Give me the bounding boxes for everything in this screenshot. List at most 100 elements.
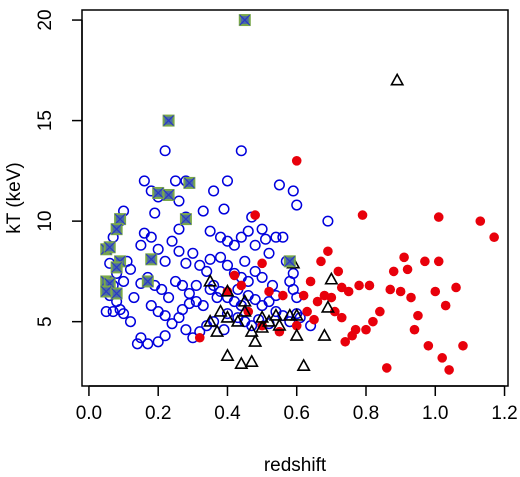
data-point-filled-circle	[433, 212, 444, 222]
data-point-open-triangle	[320, 299, 335, 313]
data-point-open-circle	[263, 247, 275, 259]
data-point-filled-circle	[312, 296, 323, 307]
data-point-filled-circle	[333, 266, 344, 277]
data-point-filled-circle	[357, 210, 368, 220]
data-point-crossed-square	[183, 176, 196, 189]
data-point-open-circle	[107, 306, 119, 318]
data-point-filled-circle	[343, 286, 354, 297]
data-point-filled-circle	[402, 264, 413, 275]
data-point-filled-circle	[440, 300, 451, 311]
y-tick-label: 10	[35, 211, 56, 232]
data-point-open-circle	[145, 300, 157, 312]
data-point-filled-circle	[381, 363, 392, 373]
x-tick-label: 0.8	[353, 403, 379, 424]
data-point-open-circle	[263, 296, 275, 308]
data-point-open-circle	[152, 336, 164, 348]
x-axis-label: redshift	[264, 455, 327, 476]
data-point-crossed-square	[110, 261, 123, 274]
data-point-filled-circle	[305, 276, 316, 287]
data-point-open-circle	[173, 245, 185, 257]
data-point-open-circle	[166, 318, 178, 330]
data-point-filled-circle	[406, 292, 416, 303]
x-tick-label: 0.4	[214, 403, 241, 424]
data-point-crossed-square	[103, 241, 116, 254]
data-point-filled-circle	[316, 256, 326, 267]
data-point-open-circle	[131, 338, 143, 350]
data-point-crossed-square	[238, 14, 251, 27]
data-point-open-circle	[135, 332, 147, 344]
data-point-open-circle	[149, 207, 161, 219]
data-point-open-circle	[163, 291, 175, 304]
data-point-filled-circle	[420, 256, 430, 267]
data-point-filled-circle	[250, 210, 260, 220]
data-point-filled-circle	[385, 284, 396, 295]
data-point-filled-circle	[375, 306, 385, 317]
data-point-open-triangle	[255, 309, 270, 323]
data-point-open-triangle	[390, 72, 405, 86]
data-point-open-triangle	[268, 307, 284, 321]
data-point-open-triangle	[296, 358, 311, 372]
data-point-filled-circle	[336, 282, 347, 293]
data-point-filled-circle	[336, 312, 347, 323]
data-point-open-circle	[197, 205, 209, 217]
data-point-filled-circle	[194, 332, 205, 343]
data-point-crossed-square	[110, 223, 123, 236]
data-point-open-triangle	[203, 273, 218, 287]
data-point-open-triangle	[210, 324, 225, 337]
data-point-filled-circle	[451, 282, 461, 293]
data-point-filled-circle	[489, 232, 499, 243]
data-point-open-triangle	[289, 328, 304, 341]
data-point-crossed-square	[110, 287, 123, 300]
data-point-open-circle	[221, 259, 234, 271]
data-point-open-circle	[194, 259, 206, 271]
data-point-open-circle	[159, 255, 171, 267]
data-point-crossed-square	[152, 186, 165, 199]
data-point-open-circle	[322, 215, 334, 227]
data-point-filled-circle	[368, 316, 378, 327]
data-point-filled-circle	[278, 290, 288, 301]
data-point-filled-circle	[309, 314, 319, 325]
data-point-open-triangle	[220, 348, 235, 361]
data-point-open-triangle	[234, 356, 249, 370]
data-point-open-circle	[159, 145, 171, 157]
data-point-open-triangle	[220, 309, 235, 323]
data-point-open-triangle	[230, 314, 245, 327]
data-point-crossed-square	[162, 114, 175, 127]
data-point-open-triangle	[324, 271, 339, 285]
x-tick-label: 0.0	[76, 403, 102, 424]
data-point-open-triangle	[203, 314, 218, 327]
data-point-open-circle	[277, 231, 289, 243]
data-point-filled-circle	[229, 270, 240, 281]
x-tick-label: 1.2	[491, 403, 517, 424]
x-axis: 0.0 0.2 0.4 0.6 0.8 1.0 1.2	[76, 385, 518, 424]
y-tick-label: 20	[35, 9, 56, 30]
data-point-open-circle	[166, 235, 178, 247]
data-point-filled-circle	[430, 286, 441, 297]
data-point-filled-circle	[423, 340, 434, 351]
data-point-filled-circle	[257, 258, 267, 269]
data-point-filled-circle	[361, 324, 371, 335]
data-point-open-circle	[208, 185, 220, 197]
data-point-filled-circle	[291, 156, 302, 166]
data-point-open-circle	[176, 279, 188, 292]
data-point-open-circle	[183, 287, 195, 300]
data-point-filled-circle	[291, 320, 302, 331]
data-point-filled-circle	[274, 326, 285, 337]
data-point-open-circle	[183, 298, 195, 310]
data-point-open-circle	[211, 291, 223, 304]
data-point-filled-circle	[319, 290, 330, 301]
data-point-open-triangle	[213, 303, 228, 317]
data-point-open-circle	[124, 316, 137, 328]
x-tick-label: 0.6	[284, 403, 310, 424]
data-point-open-triangle	[237, 303, 252, 317]
data-point-open-circle	[204, 225, 216, 237]
data-point-open-circle	[218, 203, 230, 215]
x-tick-label: 0.2	[145, 403, 171, 424]
data-point-filled-circle	[298, 290, 309, 301]
data-point-open-circle	[118, 308, 130, 320]
data-point-open-circle	[138, 175, 150, 187]
data-point-open-circle	[187, 247, 199, 259]
data-point-open-triangle	[220, 283, 235, 297]
data-point-filled-circle	[350, 324, 361, 335]
data-point-open-circle	[169, 175, 182, 187]
